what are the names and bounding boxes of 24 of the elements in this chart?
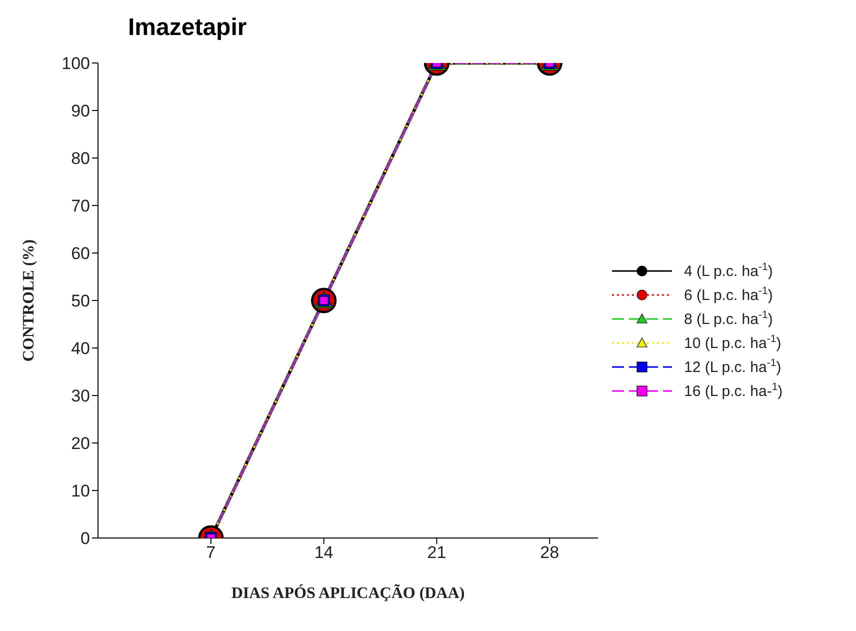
- y-tick-label: 80: [71, 149, 90, 168]
- y-tick-label: 100: [62, 54, 90, 74]
- legend-label: 4 (L p.c. ha$^{-1}$): [684, 260, 773, 280]
- x-tick-label: 21: [427, 543, 446, 562]
- legend-label: 10 (L p.c. ha$^{-1}$): [684, 332, 782, 352]
- x-tick-label: 28: [540, 543, 560, 562]
- legend-label: 16 (L p.c. ha-$^{1}$): [684, 380, 783, 400]
- y-tick-label: 70: [71, 196, 90, 216]
- y-tick-label: 50: [71, 292, 90, 311]
- y-tick-label: 0: [80, 529, 90, 548]
- x-tick-label: 14: [314, 543, 334, 562]
- legend-label: 12 (L p.c. ha$^{-1}$): [684, 356, 782, 376]
- y-tick-label: 20: [71, 434, 90, 454]
- legend-label: 6 (L p.c. ha$^{-1}$): [684, 284, 773, 304]
- x-axis-title: DIAS APÓS APLICAÇÃO (DAA): [231, 584, 465, 602]
- y-tick-label: 60: [71, 244, 90, 264]
- chart-title: Imazetapir: [127, 13, 248, 43]
- legend-label: 8 (L p.c. ha$^{-1}$): [684, 308, 773, 328]
- y-tick-label: 90: [71, 102, 90, 121]
- y-tick-label: 10: [71, 482, 90, 501]
- x-tick-label: 7: [206, 543, 216, 562]
- y-tick-label: 30: [71, 386, 90, 406]
- y-tick-label: 40: [71, 339, 90, 358]
- y-axis-title: CONTROLE (%): [20, 239, 38, 362]
